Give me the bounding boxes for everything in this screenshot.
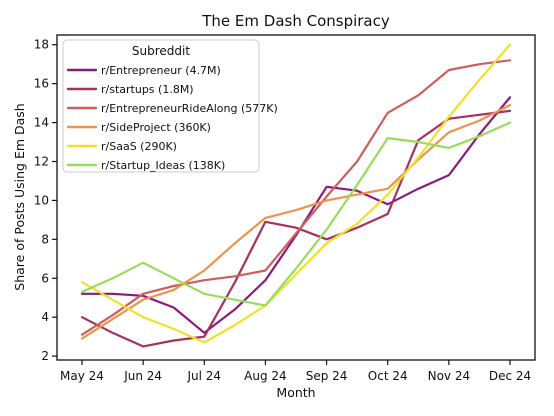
y-tick-label: 8 — [41, 232, 49, 246]
x-axis-label: Month — [276, 385, 315, 400]
chart-title: The Em Dash Conspiracy — [201, 12, 390, 30]
legend-label: r/SaaS (290K) — [101, 140, 177, 153]
y-tick-label: 6 — [41, 271, 49, 285]
y-axis: 2 4 6 8 10 12 14 16 18 — [34, 38, 57, 363]
series-lines — [80, 43, 512, 348]
x-tick-label: May 24 — [60, 369, 104, 383]
y-tick-label: 4 — [41, 310, 49, 324]
legend-label: r/EntrepreneurRideAlong (577K) — [101, 102, 278, 115]
x-tick-label: Jul 24 — [187, 369, 222, 383]
x-tick-label: Nov 24 — [428, 369, 471, 383]
x-tick-label: Jun 24 — [123, 369, 162, 383]
y-axis-label: Share of Posts Using Em Dash — [12, 103, 27, 290]
series-line — [80, 109, 512, 348]
legend-box — [62, 39, 260, 173]
series-line — [80, 103, 512, 340]
y-tick-label: 10 — [34, 193, 49, 207]
legend-title: Subreddit — [132, 44, 190, 58]
x-tick-label: Dec 24 — [489, 369, 531, 383]
y-tick-label: 2 — [41, 349, 49, 363]
y-tick-label: 18 — [34, 38, 49, 52]
x-axis: May 24 Jun 24 Jul 24 Aug 24 Sep 24 Oct 24 Nov … — [60, 360, 531, 383]
y-tick-label: 14 — [34, 116, 49, 130]
legend-label: r/Entrepreneur (4.7M) — [101, 64, 221, 77]
y-tick-label: 12 — [34, 154, 49, 168]
plot-area — [56, 34, 536, 361]
x-tick-label: Sep 24 — [306, 369, 348, 383]
series-line — [80, 43, 512, 344]
series-line — [80, 59, 512, 336]
legend-label: r/startups (1.8M) — [101, 83, 194, 96]
legend-label: r/Startup_Ideas (138K) — [101, 159, 225, 172]
x-tick-label: Oct 24 — [368, 369, 408, 383]
series-line — [80, 96, 512, 334]
series-line — [80, 121, 512, 307]
legend-label: r/SideProject (360K) — [101, 121, 211, 134]
x-tick-label: Aug 24 — [244, 369, 287, 383]
y-tick-label: 16 — [34, 77, 49, 91]
legend: Subreddit r/Entrepreneur (4.7M) r/startup… — [62, 39, 278, 173]
